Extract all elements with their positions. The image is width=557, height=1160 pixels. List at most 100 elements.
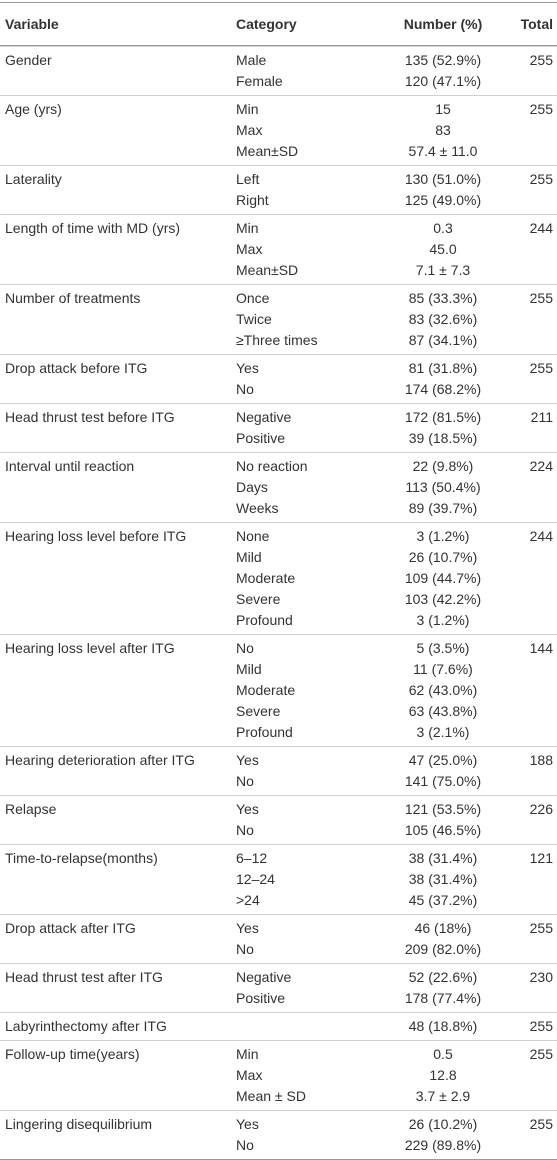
- total-cell: [515, 428, 557, 449]
- number-cell: 3 (1.2%): [416, 612, 470, 628]
- table-row: Head thrust test after ITG Negative 52 (22…: [0, 967, 557, 988]
- header-cell: Number (%): [403, 16, 483, 32]
- variable-cell: [0, 190, 236, 211]
- table-row: Number of treatments Once 85 (33.3%) 255: [0, 288, 557, 309]
- number-cell: 7.1 ± 7.3: [415, 262, 471, 278]
- total-cell: [515, 1065, 557, 1086]
- variable-cell: [0, 890, 236, 911]
- category-cell: 6–12: [236, 850, 268, 866]
- row-group: Hearing loss level after ITG No 5 (3.5%) 14…: [0, 634, 557, 746]
- variable-cell: [0, 428, 236, 449]
- total-cell: [515, 547, 557, 568]
- row-group: Laterality Left 130 (51.0%) 255 Right 125 (49…: [0, 165, 557, 214]
- table-row: Gender Male 135 (52.9%) 255: [0, 50, 557, 71]
- number-cell: 45 (37.2%): [408, 892, 478, 908]
- variable-cell: [0, 568, 236, 589]
- table-row: Right 125 (49.0%): [0, 190, 557, 211]
- number-cell: 172 (81.5%): [404, 409, 482, 425]
- total-cell: [515, 190, 557, 211]
- total-cell: 255: [529, 1046, 553, 1062]
- number-cell: 0.3: [433, 220, 453, 236]
- variable-cell: Hearing loss level before ITG: [5, 528, 187, 544]
- table-row: Moderate 109 (44.7%): [0, 568, 557, 589]
- row-group: Gender Male 135 (52.9%) 255 Female 120 (47.1%…: [0, 46, 557, 95]
- total-cell: [515, 869, 557, 890]
- variable-cell: [0, 771, 236, 792]
- number-cell: 63 (43.8%): [408, 703, 478, 719]
- category-cell: ≥Three times: [236, 332, 318, 348]
- row-group: Lingering disequilibrium Yes 26 (10.2%) 255…: [0, 1110, 557, 1159]
- variable-cell: [0, 1065, 236, 1086]
- row-group: Head thrust test after ITG Negative 52 (22…: [0, 963, 557, 1012]
- table-row: Length of time with MD (yrs) Min 0.3 244: [0, 218, 557, 239]
- row-group: Number of treatments Once 85 (33.3%) 255 Twi…: [0, 284, 557, 354]
- table-row: No 229 (89.8%): [0, 1135, 557, 1156]
- total-cell: 244: [529, 220, 553, 236]
- variable-cell: [0, 120, 236, 141]
- variable-cell: [0, 1135, 236, 1156]
- variable-cell: [0, 722, 236, 743]
- category-cell: Max: [236, 1067, 263, 1083]
- variable-cell: [0, 498, 236, 519]
- category-cell: Min: [236, 101, 259, 117]
- total-cell: [515, 260, 557, 281]
- number-cell: 26 (10.7%): [408, 549, 478, 565]
- table-row: Max 83: [0, 120, 557, 141]
- number-cell: 120 (47.1%): [404, 73, 482, 89]
- total-cell: [515, 701, 557, 722]
- number-cell: 22 (9.8%): [412, 458, 474, 474]
- variable-cell: Labyrinthectomy after ITG: [5, 1018, 167, 1034]
- variable-cell: Hearing loss level after ITG: [5, 640, 175, 656]
- row-group: Interval until reaction No reaction 22 (9.…: [0, 452, 557, 522]
- total-cell: 255: [529, 1116, 553, 1132]
- total-cell: 255: [529, 171, 553, 187]
- number-cell: 26 (10.2%): [408, 1116, 478, 1132]
- number-cell: 81 (31.8%): [408, 360, 478, 376]
- category-cell: Min: [236, 220, 259, 236]
- number-cell: 109 (44.7%): [404, 570, 482, 586]
- total-cell: 230: [529, 969, 553, 985]
- variable-cell: [0, 239, 236, 260]
- table-row: Positive 178 (77.4%): [0, 988, 557, 1009]
- variable-cell: [0, 589, 236, 610]
- variable-cell: Laterality: [5, 171, 62, 187]
- variable-cell: Length of time with MD (yrs): [5, 220, 181, 236]
- category-cell: Mean ± SD: [236, 1088, 306, 1104]
- number-cell: 3 (1.2%): [416, 528, 470, 544]
- total-cell: 255: [529, 52, 553, 68]
- row-group: Labyrinthectomy after ITG 48 (18.8%) 255: [0, 1012, 557, 1040]
- total-cell: 244: [529, 528, 553, 544]
- table-row: No 105 (46.5%): [0, 820, 557, 841]
- total-cell: [515, 988, 557, 1009]
- total-cell: [515, 939, 557, 960]
- total-cell: [515, 498, 557, 519]
- total-cell: [515, 1135, 557, 1156]
- total-cell: [515, 1086, 557, 1107]
- table-row: Relapse Yes 121 (53.5%) 226: [0, 799, 557, 820]
- category-cell: Severe: [236, 591, 281, 607]
- total-cell: 255: [529, 1018, 553, 1034]
- table-row: Profound 3 (2.1%): [0, 722, 557, 743]
- category-cell: Positive: [236, 990, 286, 1006]
- row-group: Follow-up time(years) Min 0.5 255 Max 12.8 Mea…: [0, 1040, 557, 1110]
- variable-cell: Age (yrs): [5, 101, 62, 117]
- total-cell: 255: [529, 920, 553, 936]
- header-cell: Total: [520, 16, 553, 32]
- header-cell: Variable: [5, 16, 59, 32]
- variable-cell: Time-to-relapse(months): [5, 850, 158, 866]
- variable-cell: [0, 141, 236, 162]
- number-cell: 45.0: [429, 241, 457, 257]
- category-cell: Female: [236, 73, 283, 89]
- variable-cell: [0, 547, 236, 568]
- number-cell: 209 (82.0%): [404, 941, 482, 957]
- category-cell: Yes: [236, 360, 259, 376]
- number-cell: 103 (42.2%): [404, 591, 482, 607]
- table-row: Mild 11 (7.6%): [0, 659, 557, 680]
- category-cell: Max: [236, 122, 263, 138]
- variable-cell: Drop attack after ITG: [5, 920, 136, 936]
- table-row: Twice 83 (32.6%): [0, 309, 557, 330]
- row-group: Drop attack after ITG Yes 46 (18%) 255 No 209…: [0, 914, 557, 963]
- table-row: Profound 3 (1.2%): [0, 610, 557, 631]
- table-row: Head thrust test before ITG Negative 172 (…: [0, 407, 557, 428]
